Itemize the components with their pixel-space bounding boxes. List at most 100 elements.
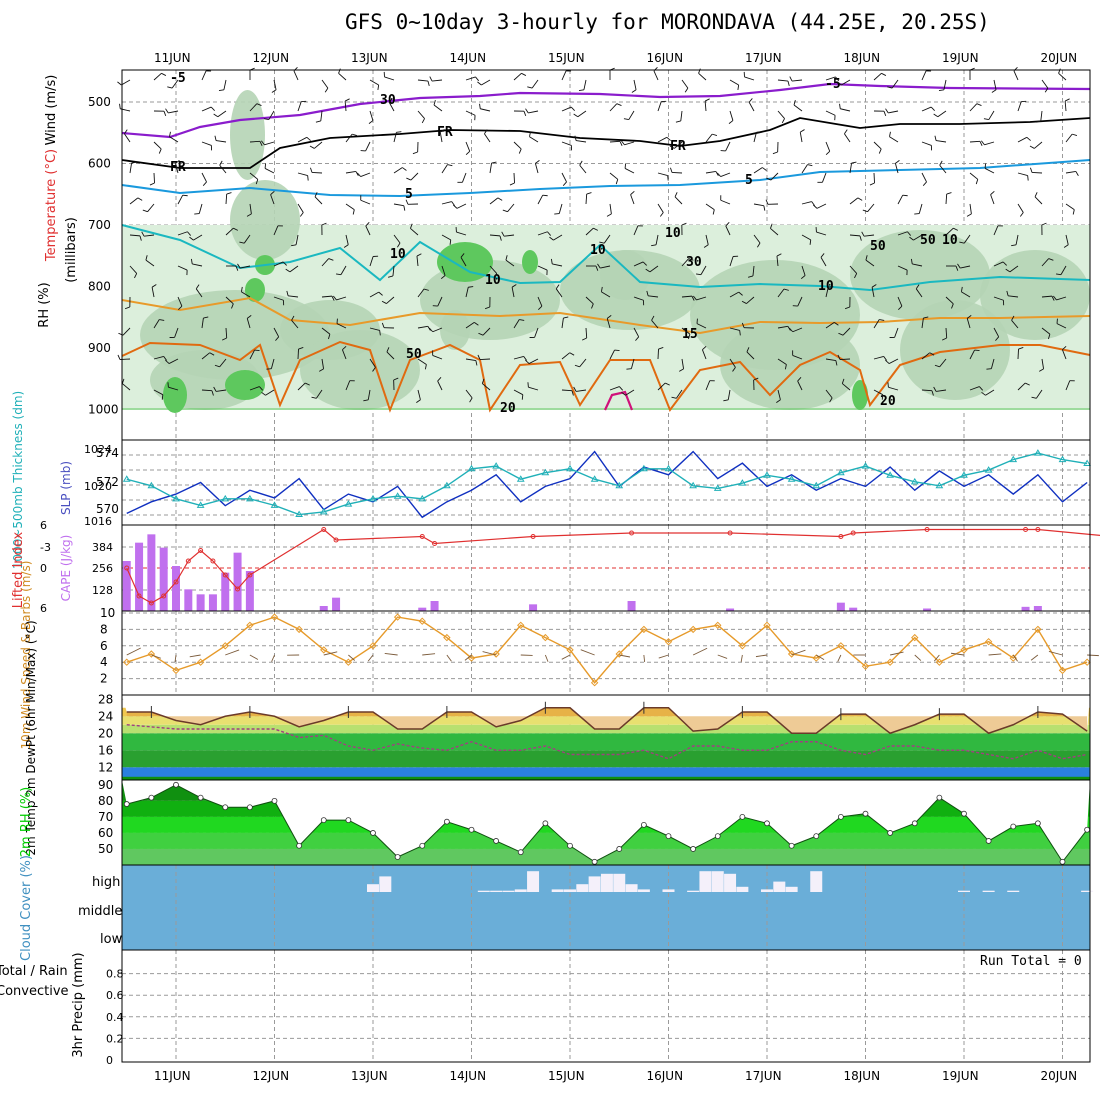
wind-barb-flag: [1029, 145, 1035, 149]
pressure-tick: 600: [88, 157, 111, 171]
rh-point: [468, 826, 475, 833]
wind-barb-flag: [428, 327, 434, 333]
wind-barb-flag: [291, 315, 295, 321]
wind-barb: [122, 383, 131, 391]
wind-barb-flag: [210, 106, 216, 111]
wind-barb: [939, 358, 947, 368]
cape-bar: [836, 602, 845, 611]
rh-shade-green: [163, 377, 187, 413]
wind-barb: [268, 110, 275, 120]
wind-barb-flag: [479, 103, 481, 109]
wind-barb-flag: [344, 98, 350, 102]
wind-barb: [489, 197, 499, 205]
wind-barb: [603, 234, 611, 244]
wind-barb-flag: [182, 194, 188, 197]
slp-line: [126, 450, 1088, 519]
li-tick: 6: [40, 519, 47, 532]
wind-barb: [225, 327, 228, 339]
wind-barb-flag: [787, 80, 790, 86]
wind-barb-flag: [226, 192, 232, 195]
wind10m-barb: [717, 654, 728, 659]
wind-barb: [993, 327, 1000, 338]
wind-barb-flag: [646, 290, 649, 296]
wind-barb: [297, 101, 302, 112]
rh-point: [542, 820, 549, 827]
wind-barb: [193, 234, 203, 241]
wind-barb: [1017, 203, 1024, 213]
cape-bar: [849, 607, 858, 611]
wind-barb: [816, 203, 827, 209]
wind-barb: [1061, 349, 1067, 360]
wind-barb: [295, 234, 299, 245]
rh-point: [1010, 823, 1017, 830]
wind-barb-flag: [1062, 345, 1067, 350]
wind-barb: [386, 351, 395, 360]
wind-barb-flag: [511, 284, 517, 288]
wind-barb: [410, 172, 419, 181]
contour-label: 50: [920, 233, 936, 248]
wind-barb-flag: [667, 175, 669, 181]
upper-temp-label: Temperature (°C): [44, 149, 59, 262]
wind-barb: [201, 141, 212, 146]
wind-speed-line-point: [911, 633, 919, 642]
panel-frame: [121, 949, 1091, 1063]
wind-barb: [465, 287, 469, 298]
wind-barb: [939, 164, 947, 174]
wind-barb: [921, 318, 924, 329]
wind-barb-flag: [1011, 315, 1015, 321]
wind-barb: [417, 288, 425, 298]
wind-barb: [792, 79, 803, 82]
cloud-bar: [527, 871, 540, 892]
wind-barb: [577, 110, 587, 118]
contour-label: -5: [170, 71, 186, 86]
wind-barb-flag: [715, 171, 719, 176]
wind-barb: [912, 263, 923, 267]
wind-barb: [465, 141, 471, 152]
wind-barb: [657, 172, 668, 177]
thickness-line-point: [910, 477, 919, 485]
temp-band: [122, 733, 1090, 751]
wind-barb-flag: [960, 286, 963, 292]
wind-barb-flag: [521, 72, 527, 76]
wind-barb: [696, 323, 707, 329]
wind-barb: [336, 296, 347, 301]
wind-barb: [552, 263, 563, 267]
wind-barb: [507, 203, 515, 212]
wind-barb-flag: [525, 359, 530, 364]
pressure-tick: 700: [88, 218, 111, 232]
thickness-line-point: [861, 462, 870, 469]
wind-barb: [801, 164, 808, 174]
wind-barb: [321, 295, 333, 298]
contour-label: 30: [686, 255, 702, 270]
wind-barb: [867, 203, 875, 212]
date-label-top: 11JUN: [154, 51, 191, 65]
wind-barb: [201, 318, 204, 329]
thickness-tick: 570: [96, 502, 119, 516]
wind-barb: [273, 225, 279, 236]
wind-barb-flag: [427, 80, 430, 86]
wind-barb: [174, 163, 179, 174]
wind-barb: [945, 327, 948, 339]
cloud-bar: [773, 881, 786, 892]
wind-barb-flag: [342, 345, 347, 350]
rh-point: [148, 794, 155, 801]
wind-barb: [753, 203, 764, 207]
wind-barb: [437, 380, 443, 391]
wind-barb-flag: [626, 368, 632, 370]
wind-barb-flag: [163, 111, 167, 117]
wind10m-barb: [890, 651, 904, 656]
wind-barb-flag: [134, 273, 138, 279]
wind-barb-flag: [335, 273, 342, 276]
contour-20: [121, 340, 1091, 413]
cape-bar: [418, 607, 427, 611]
wind-barb-flag: [219, 160, 223, 166]
wind-barb-flag: [931, 390, 934, 396]
wind-barb: [657, 136, 668, 143]
wind-barb-flag: [835, 360, 838, 366]
date-label-top: 17JUN: [745, 51, 782, 65]
wind-speed-line-point: [714, 621, 722, 630]
wind-barb: [993, 79, 997, 90]
lifted-index-point: [419, 534, 425, 539]
wind-barb: [915, 288, 923, 298]
wind-barb: [825, 287, 829, 298]
